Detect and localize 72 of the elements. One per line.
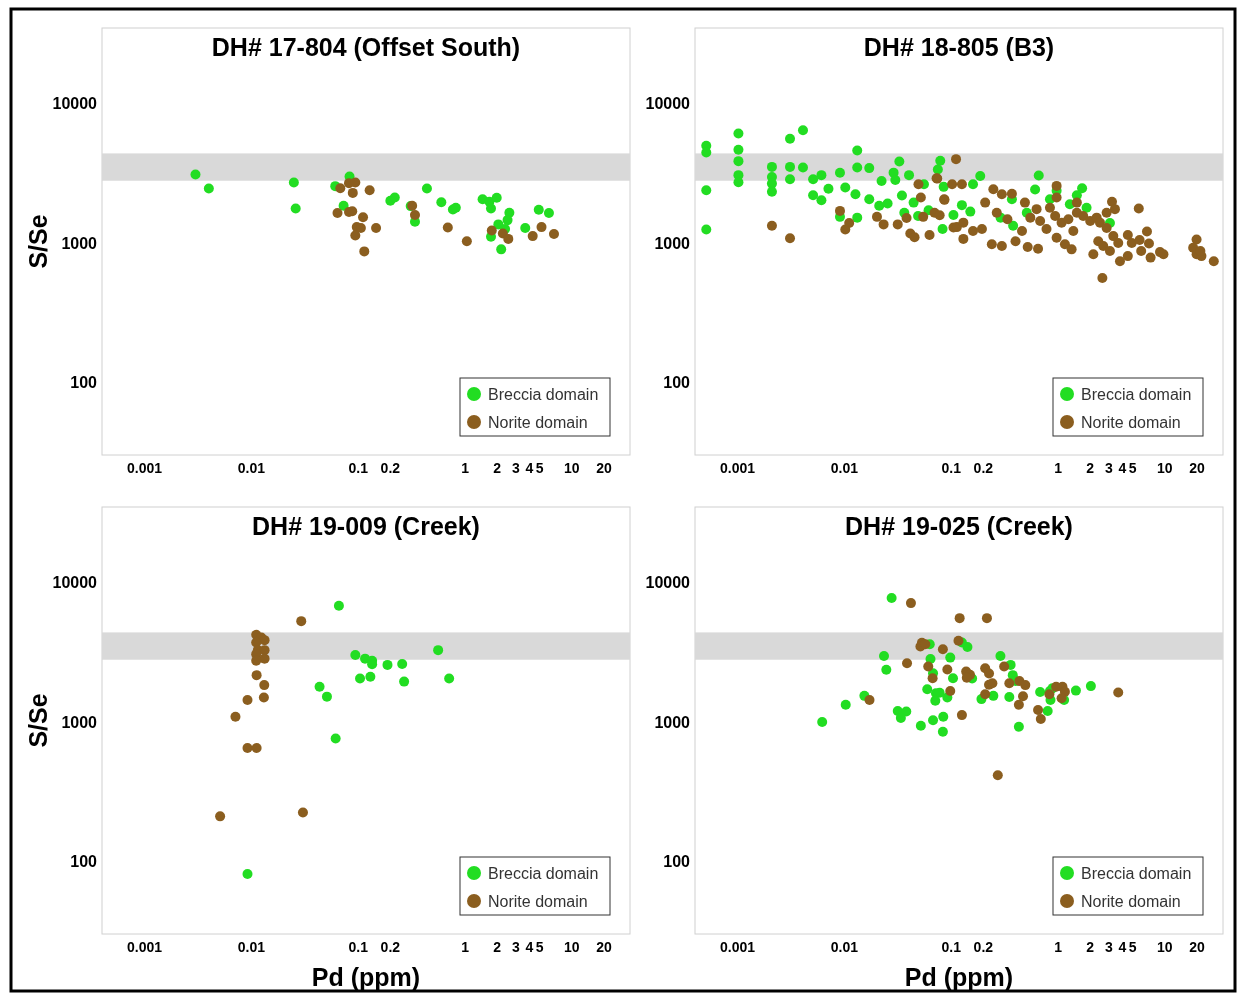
x-tick-label: 0.01 [830, 939, 859, 955]
y-tick-label: 100 [663, 373, 691, 391]
x-tick-label: 0.01 [237, 460, 266, 476]
x-tick-label: 0.2 [380, 939, 401, 955]
x-tick-label: 0.001 [126, 939, 163, 955]
y-tick-label: 1000 [654, 234, 691, 252]
x-tick-label: 2 [493, 939, 502, 955]
legend-label: Breccia domain [488, 385, 599, 403]
x-tick-label: 0.2 [973, 939, 994, 955]
y-tick-label: 10000 [52, 95, 98, 113]
y-tick-label: 100 [70, 852, 98, 870]
x-tick-label: 0.01 [237, 939, 266, 955]
x-tick-label: 10 [1157, 460, 1173, 476]
x-tick-label: 1 [461, 460, 470, 476]
x-tick-label: 5 [1128, 939, 1137, 955]
x-tick-label: 0.2 [380, 460, 401, 476]
x-tick-label: 3 [512, 939, 521, 955]
x-tick-label: 3 [512, 460, 521, 476]
x-tick-label: 20 [1189, 939, 1206, 955]
x-tick-label: 0.1 [941, 460, 962, 476]
x-tick-label: 0.001 [126, 460, 163, 476]
legend-label: Norite domain [488, 413, 588, 431]
x-tick-label: 0.001 [719, 939, 756, 955]
y-tick-label: 100 [663, 852, 691, 870]
chart-title: DH# 17-804 (Offset South) [211, 33, 521, 61]
x-tick-label: 20 [1189, 460, 1206, 476]
legend-label: Norite domain [1081, 892, 1181, 910]
y-axis-title: S/Se [24, 693, 52, 748]
chart-title: DH# 19-009 (Creek) [252, 512, 480, 540]
x-tick-label: 0.01 [830, 460, 859, 476]
legend-label: Breccia domain [1081, 864, 1192, 882]
y-tick-label: 10000 [645, 574, 691, 592]
x-tick-label: 0.1 [348, 460, 369, 476]
x-tick-label: 0.1 [941, 939, 962, 955]
x-tick-label: 4 [1118, 939, 1127, 955]
x-tick-label: 1 [461, 939, 470, 955]
y-axis-title: S/Se [24, 214, 52, 269]
x-tick-label: 0.2 [973, 460, 994, 476]
x-axis-title: Pd (ppm) [311, 963, 421, 991]
x-tick-label: 3 [1105, 460, 1114, 476]
x-tick-label: 5 [1128, 460, 1137, 476]
legend-label: Norite domain [1081, 413, 1181, 431]
y-tick-label: 10000 [645, 95, 691, 113]
y-tick-label: 100 [70, 373, 98, 391]
x-tick-label: 10 [564, 939, 580, 955]
y-tick-label: 1000 [654, 713, 691, 731]
x-tick-label: 2 [1086, 939, 1095, 955]
x-tick-label: 10 [1157, 939, 1173, 955]
x-tick-label: 5 [535, 460, 544, 476]
legend-label: Breccia domain [1081, 385, 1192, 403]
x-tick-label: 0.1 [348, 939, 369, 955]
legend-label: Norite domain [488, 892, 588, 910]
x-tick-label: 20 [596, 460, 613, 476]
legend-label: Breccia domain [488, 864, 599, 882]
chart-title: DH# 18-805 (B3) [863, 33, 1055, 61]
x-tick-label: 0.001 [719, 460, 756, 476]
x-tick-label: 4 [525, 460, 534, 476]
x-tick-label: 4 [1118, 460, 1127, 476]
x-tick-label: 3 [1105, 939, 1114, 955]
x-tick-label: 2 [1086, 460, 1095, 476]
y-tick-label: 1000 [61, 713, 98, 731]
x-tick-label: 10 [564, 460, 580, 476]
x-tick-label: 1 [1054, 939, 1063, 955]
y-tick-label: 1000 [61, 234, 98, 252]
y-tick-label: 10000 [52, 574, 98, 592]
x-tick-label: 4 [525, 939, 534, 955]
chart-title: DH# 19-025 (Creek) [845, 512, 1073, 540]
x-axis-title: Pd (ppm) [904, 963, 1014, 991]
x-tick-label: 1 [1054, 460, 1063, 476]
x-tick-label: 2 [493, 460, 502, 476]
x-tick-label: 5 [535, 939, 544, 955]
x-tick-label: 20 [596, 939, 613, 955]
